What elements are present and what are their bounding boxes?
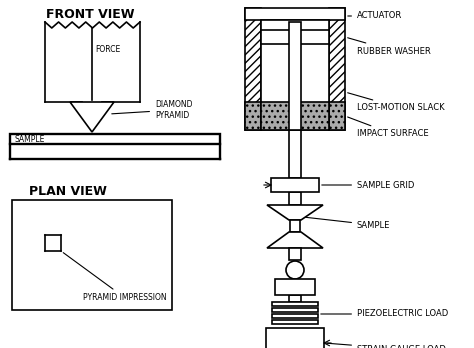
Text: SAMPLE: SAMPLE (15, 134, 46, 143)
Text: SAMPLE: SAMPLE (306, 217, 391, 229)
Text: PLAN VIEW: PLAN VIEW (29, 185, 107, 198)
Bar (289, 248, 301, 260)
Bar (245, 8, 345, 20)
Bar (275, 279, 315, 295)
Bar (45, 235, 61, 251)
Polygon shape (70, 102, 114, 132)
Bar (245, 8, 261, 130)
Text: FORCE: FORCE (95, 46, 120, 55)
Bar (289, 295, 301, 302)
Text: DIAMOND
PYRAMID: DIAMOND PYRAMID (112, 100, 192, 120)
Bar (266, 328, 324, 348)
Polygon shape (267, 205, 323, 220)
Bar (12, 200, 172, 310)
Bar (289, 130, 301, 178)
Circle shape (286, 261, 304, 279)
Text: SAMPLE GRID: SAMPLE GRID (322, 181, 414, 190)
Bar (10, 134, 220, 144)
Bar (272, 308, 318, 312)
Text: RUBBER WASHER: RUBBER WASHER (347, 38, 431, 55)
Bar (272, 320, 318, 324)
Bar (261, 102, 329, 130)
Text: FRONT VIEW: FRONT VIEW (46, 8, 134, 21)
Bar (289, 192, 301, 205)
Bar (272, 314, 318, 318)
Bar (271, 178, 319, 192)
Bar (289, 22, 301, 130)
Text: IMPACT SURFACE: IMPACT SURFACE (347, 117, 428, 139)
Polygon shape (267, 232, 323, 248)
Text: LOST-MOTION SLACK: LOST-MOTION SLACK (347, 93, 445, 112)
Text: PIEZOELECTRIC LOAD: PIEZOELECTRIC LOAD (321, 309, 448, 318)
Bar (261, 20, 329, 130)
Text: ACTUATOR: ACTUATOR (348, 11, 402, 21)
Bar (329, 8, 345, 130)
Text: PYRAMID IMPRESSION: PYRAMID IMPRESSION (63, 253, 167, 302)
Bar (290, 220, 300, 232)
Text: STRAIN GAUGE LOAD: STRAIN GAUGE LOAD (327, 343, 446, 348)
Bar (329, 102, 345, 130)
Bar (272, 302, 318, 306)
Bar (245, 102, 261, 130)
Bar (261, 30, 329, 44)
